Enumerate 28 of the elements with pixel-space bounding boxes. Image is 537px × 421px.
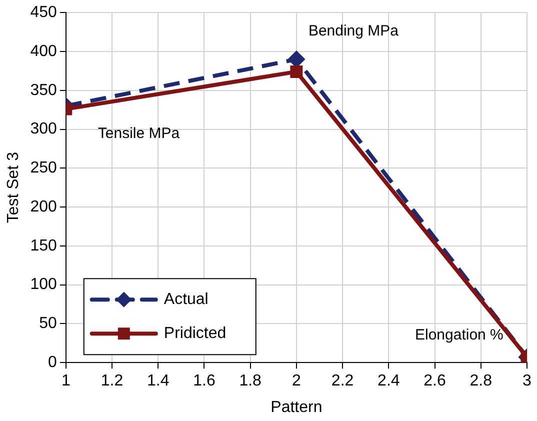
y-tick-label: 350 bbox=[30, 82, 57, 99]
x-tick-label: 3 bbox=[522, 372, 532, 390]
annotation: Bending MPa bbox=[308, 22, 400, 40]
y-tick-label: 400 bbox=[30, 42, 57, 60]
annotation: Tensile MPa bbox=[98, 125, 180, 142]
y-tick-label: 100 bbox=[30, 276, 57, 294]
x-tick-label: 1.2 bbox=[100, 372, 124, 390]
x-tick-label: 2.4 bbox=[378, 372, 400, 390]
y-tick-label: 0 bbox=[48, 354, 57, 372]
y-tick-label: 300 bbox=[30, 120, 57, 138]
x-tick-label: 2.8 bbox=[470, 372, 492, 390]
y-tick-label: 150 bbox=[30, 237, 57, 254]
x-axis-title: Pattern bbox=[270, 398, 322, 416]
y-tick-label: 50 bbox=[39, 315, 57, 332]
x-tick-label: 1.6 bbox=[193, 372, 216, 390]
y-tick-label: 200 bbox=[30, 198, 57, 216]
x-tick-label: 1.8 bbox=[239, 372, 262, 390]
x-tick-label: 2 bbox=[292, 372, 301, 390]
legend-label: Actual bbox=[164, 291, 208, 308]
y-tick-label: 250 bbox=[30, 160, 57, 177]
x-tick-label: 1 bbox=[61, 372, 70, 390]
y-tick-label: 450 bbox=[30, 4, 57, 22]
x-tick-label: 2.2 bbox=[331, 372, 354, 390]
y-axis-title: Test Set 3 bbox=[5, 152, 22, 224]
annotation: Elongation % bbox=[415, 326, 504, 344]
legend-label: Pridicted bbox=[164, 325, 226, 342]
x-tick-label: 2.6 bbox=[424, 372, 446, 390]
x-tick-label: 1.4 bbox=[146, 372, 170, 390]
